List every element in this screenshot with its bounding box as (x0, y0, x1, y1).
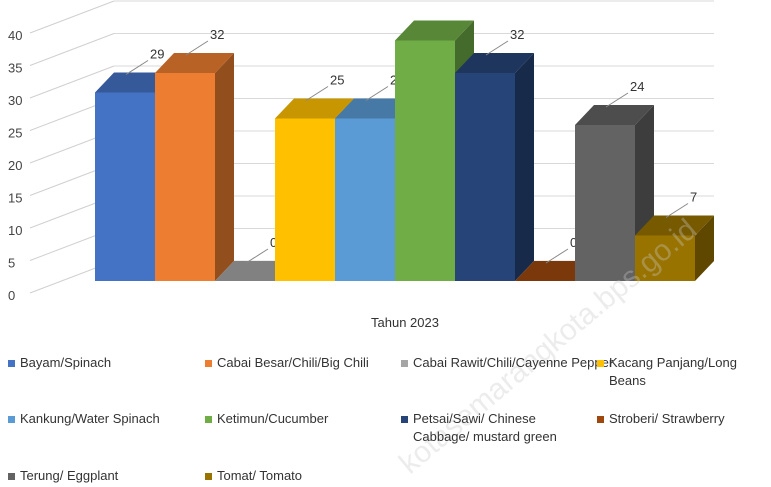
y-tick-label: 40 (8, 28, 22, 43)
y-tick-label: 15 (8, 191, 22, 206)
bar-side (215, 53, 234, 281)
data-label: 32 (210, 27, 224, 42)
bar-side (515, 53, 534, 281)
legend-swatch (205, 416, 212, 423)
legend-label: Petsai/Sawi/ Chinese Cabbage/ mustard gr… (413, 411, 557, 444)
legend-label: Bayam/Spinach (20, 355, 112, 370)
bar (275, 118, 335, 281)
y-tick-label: 10 (8, 223, 22, 238)
data-label: 0 (270, 235, 277, 250)
data-label-leader (665, 203, 689, 218)
legend-item: Kankung/Water Spinach (8, 410, 160, 428)
bar (575, 125, 635, 281)
data-label-leader (125, 60, 149, 75)
data-label: 7 (690, 190, 697, 205)
data-label: 29 (150, 47, 164, 62)
legend-swatch (401, 416, 408, 423)
data-label-leader (185, 40, 209, 56)
bar-top (275, 98, 354, 119)
bar-top (215, 261, 294, 281)
bar (335, 118, 395, 281)
data-label-leader (605, 92, 629, 108)
bar-top (395, 20, 474, 41)
bar-top (635, 215, 714, 236)
legend-label: Terung/ Eggplant (20, 468, 119, 483)
bar (395, 40, 455, 281)
data-label-leader (545, 248, 569, 264)
legend-label: Tomat/ Tomato (217, 468, 303, 483)
legend-item: Cabai Besar/Chili/Big Chili (205, 354, 369, 372)
y-tick-label: 35 (8, 61, 22, 76)
bar-top (155, 53, 234, 73)
y-tick-label: 30 (8, 93, 22, 108)
data-label-leader (245, 248, 269, 264)
y-tick-label: 25 (8, 126, 22, 141)
bar-chart: 0510152025303540293202525320247Tahun 202… (8, 0, 714, 330)
legend-item: Petsai/Sawi/ Chinese Cabbage/ mustard gr… (401, 410, 581, 446)
legend-swatch (597, 360, 604, 367)
y-tick-label: 0 (8, 288, 15, 303)
x-axis-label: Tahun 2023 (371, 315, 439, 330)
data-label: 25 (330, 73, 344, 88)
legend-swatch (597, 416, 604, 423)
legend-item: Stroberi/ Strawberry (597, 410, 725, 428)
legend-label: Kacang Panjang/Long Beans (609, 355, 737, 388)
bar-top (335, 98, 414, 119)
legend-item: Kacang Panjang/Long Beans (597, 354, 771, 390)
y-tick-label: 5 (8, 256, 15, 271)
data-label-leader (365, 86, 389, 101)
legend-swatch (205, 360, 212, 367)
legend: Bayam/Spinach Cabai Besar/Chili/Big Chil… (0, 350, 771, 487)
y-tick-label: 20 (8, 158, 22, 173)
bar-top (515, 261, 594, 281)
legend-label: Cabai Rawit/Chili/Cayenne Pepper (413, 355, 614, 370)
legend-swatch (401, 360, 408, 367)
bar-top (575, 105, 654, 125)
data-label-leader (485, 40, 509, 56)
legend-label: Ketimun/Cucumber (217, 411, 329, 426)
legend-label: Cabai Besar/Chili/Big Chili (217, 355, 369, 370)
bar (155, 73, 215, 281)
legend-label: Stroberi/ Strawberry (609, 411, 725, 426)
legend-label: Kankung/Water Spinach (20, 411, 160, 426)
bar-side (695, 215, 714, 281)
bar-top (455, 53, 534, 73)
bar (95, 92, 155, 281)
bar (455, 73, 515, 281)
legend-swatch (8, 416, 15, 423)
gridline-diagonal (29, 65, 115, 99)
data-label: 32 (510, 27, 524, 42)
data-label: 0 (570, 235, 577, 250)
bar-top (95, 72, 174, 93)
gridline-diagonal (29, 33, 115, 66)
bar (635, 235, 695, 281)
legend-swatch (8, 360, 15, 367)
gridline-diagonal (29, 0, 115, 34)
legend-swatch (8, 473, 15, 480)
data-label: 24 (630, 79, 644, 94)
legend-item: Tomat/ Tomato (205, 467, 302, 485)
data-label-leader (305, 86, 329, 101)
legend-item: Terung/ Eggplant (8, 467, 118, 485)
legend-item: Bayam/Spinach (8, 354, 111, 372)
legend-item: Ketimun/Cucumber (205, 410, 328, 428)
legend-item: Cabai Rawit/Chili/Cayenne Pepper (401, 354, 613, 372)
legend-swatch (205, 473, 212, 480)
